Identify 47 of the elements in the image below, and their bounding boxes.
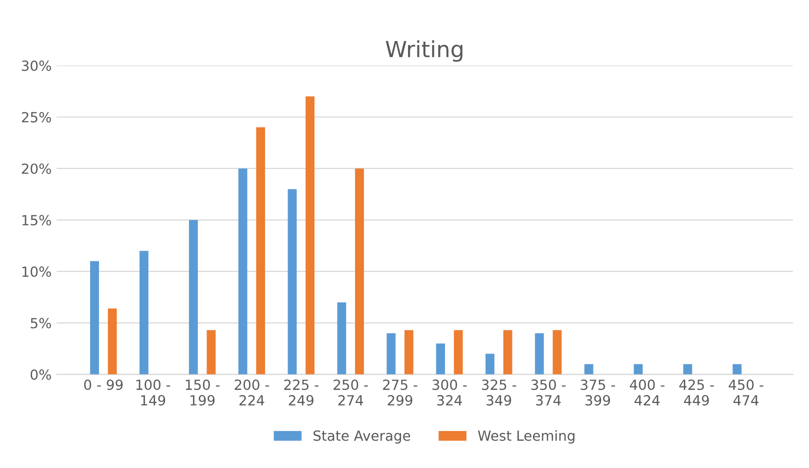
bar (337, 302, 346, 374)
bar (238, 168, 248, 374)
y-tick-label: 30% (22, 60, 51, 71)
x-tick-label: 400 - 424 (630, 380, 664, 406)
bar (140, 250, 148, 374)
bar (683, 364, 692, 374)
x-tick-label: 350 - 374 (531, 380, 566, 406)
y-tick-label: 20% (22, 163, 51, 174)
chart-title: Writing (386, 40, 462, 62)
bar (306, 96, 314, 374)
x-tick-label: 100 - 149 (136, 380, 170, 406)
x-tick-label: 375 - 399 (580, 380, 616, 406)
y-tick-label: 15% (22, 214, 51, 226)
x-tick-label: 0 - 99 (84, 380, 123, 390)
bar (534, 333, 544, 374)
x-tick-label: 300 - 324 (432, 380, 467, 406)
bar (503, 330, 512, 374)
x-tick-label: 225 - 249 (284, 380, 318, 406)
x-tick-label: 200 - 224 (234, 380, 270, 406)
y-tick-label: 0% (30, 369, 52, 380)
bar (454, 330, 463, 374)
bar (188, 220, 198, 374)
x-tick-label: 325 - 349 (482, 380, 516, 406)
x-tick-label: 150 - 199 (186, 380, 220, 406)
legend-label: State Average (314, 430, 410, 444)
y-tick-label: 25% (22, 112, 51, 122)
bar (732, 364, 742, 374)
bar (552, 330, 562, 374)
bar (206, 330, 216, 374)
bar (584, 364, 594, 374)
bar (386, 333, 396, 374)
x-tick-label: 250 - 274 (334, 380, 368, 406)
y-tick-label: 5% (30, 318, 52, 328)
x-tick-label: 425 - 449 (679, 380, 714, 406)
bar (404, 330, 414, 374)
bar (90, 261, 99, 374)
x-tick-label: 275 - 299 (383, 380, 418, 406)
y-tick-label: 10% (22, 266, 51, 277)
bar (355, 168, 364, 374)
bar (288, 189, 297, 374)
bar (108, 308, 117, 374)
bar (256, 127, 266, 374)
bar (634, 364, 643, 374)
x-tick-label: 450 - 474 (728, 380, 764, 406)
bar (486, 354, 494, 374)
legend-label: West Leeming (478, 430, 574, 444)
bar (436, 344, 445, 374)
